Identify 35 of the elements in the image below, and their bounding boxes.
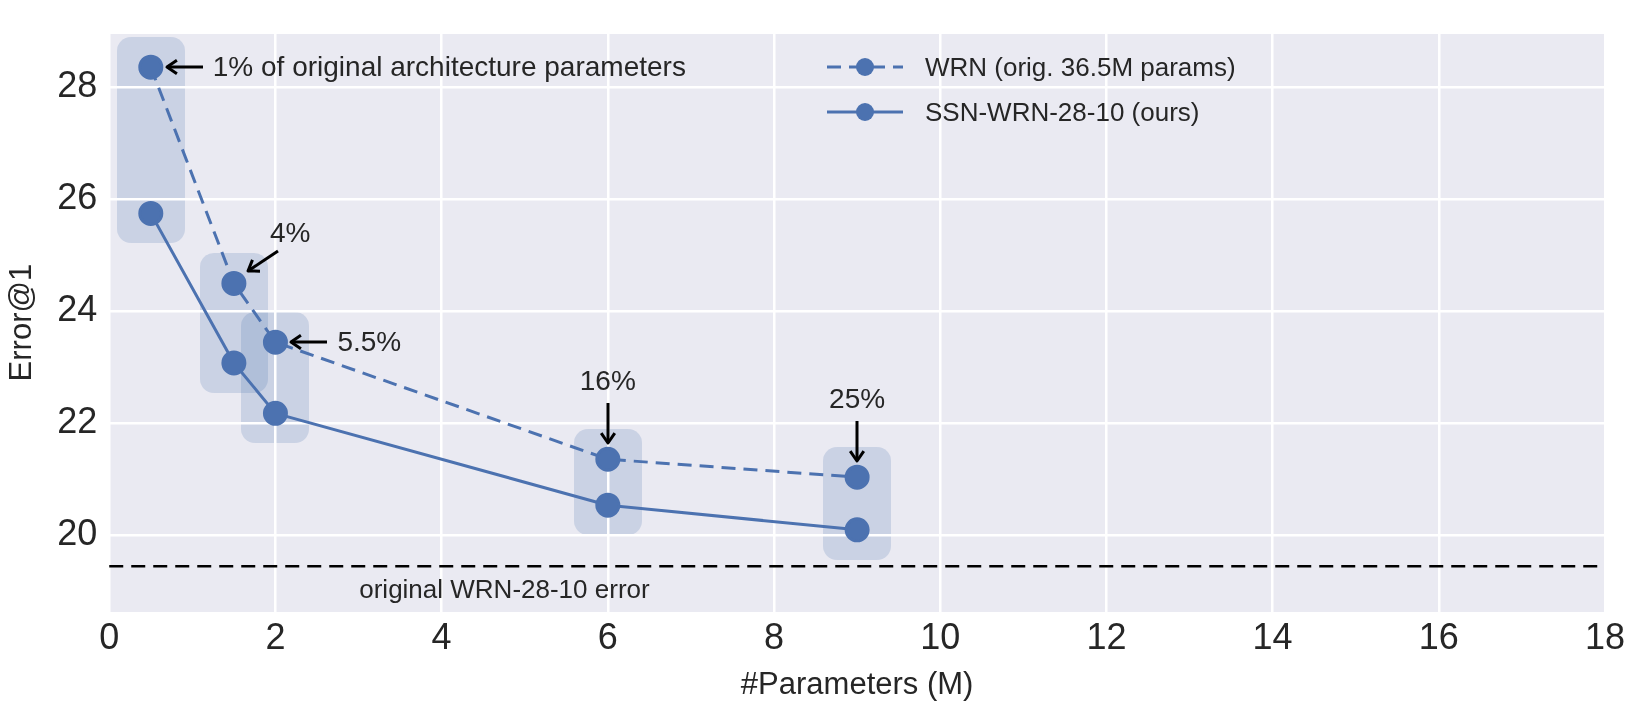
point <box>262 400 288 426</box>
point <box>221 270 247 296</box>
annotation: 25% <box>828 383 887 415</box>
x-tick-label: 8 <box>764 616 785 658</box>
x-axis-title: #Parameters (M) <box>740 665 974 701</box>
annotation: 1% of original architecture parameters <box>212 51 686 83</box>
point <box>844 517 870 543</box>
x-tick-label: 16 <box>1418 616 1459 658</box>
point <box>595 492 621 518</box>
x-tick-label: 2 <box>265 616 286 658</box>
x-tick-label: 10 <box>920 616 961 658</box>
x-tick-label: 4 <box>431 616 452 658</box>
x-tick-label: 18 <box>1584 616 1626 658</box>
y-tick-label: 20 <box>57 512 98 554</box>
legend-label: WRN (orig. 36.5M params) <box>925 51 1236 83</box>
point <box>138 54 164 80</box>
x-tick-label: 14 <box>1252 616 1293 658</box>
y-tick-label: 22 <box>57 400 98 442</box>
x-tick-label: 6 <box>597 616 618 658</box>
y-axis-title: Error@1 <box>3 263 39 382</box>
y-tick-label: 28 <box>57 64 98 106</box>
y-tick-label: 24 <box>57 288 98 330</box>
annotation: 16% <box>578 365 637 397</box>
annotation: 5.5% <box>337 326 402 358</box>
x-tick-label: 0 <box>99 616 120 658</box>
ref-line-label: original WRN-28-10 error <box>359 574 650 605</box>
y-tick-label: 26 <box>57 176 98 218</box>
point <box>221 350 247 376</box>
annotation: 4% <box>269 217 311 249</box>
point <box>844 464 870 490</box>
legend-label: SSN-WRN-28-10 (ours) <box>925 96 1200 128</box>
point <box>262 329 288 355</box>
x-tick-label: 12 <box>1086 616 1127 658</box>
point <box>138 200 164 226</box>
point <box>595 446 621 472</box>
